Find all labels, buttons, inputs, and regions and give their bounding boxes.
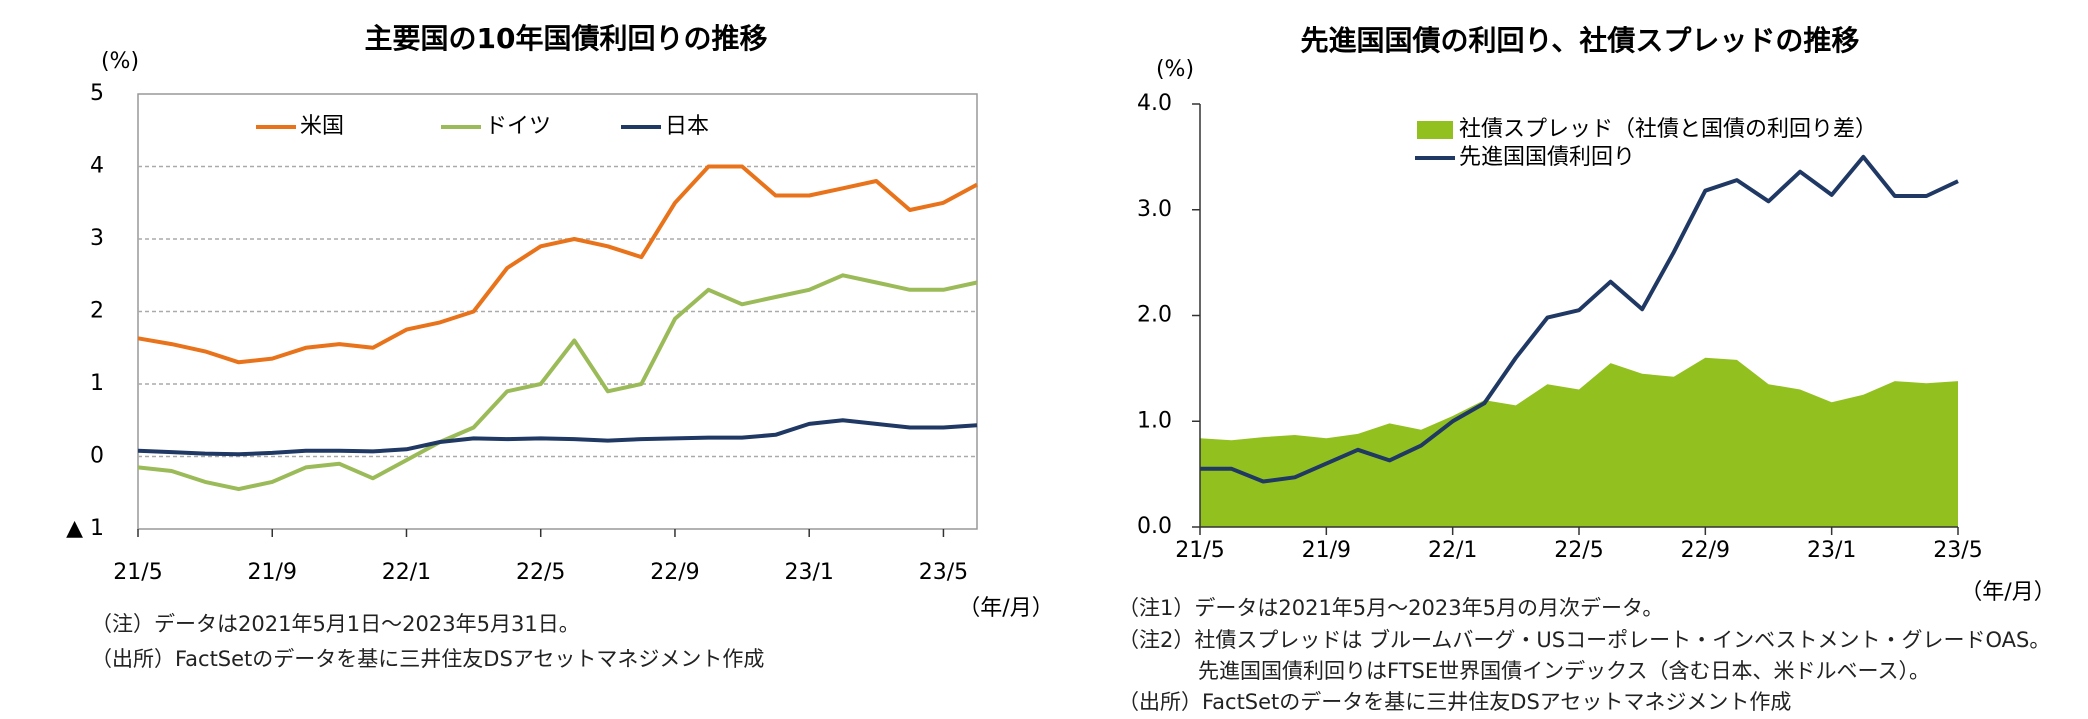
x-tick-label: 22/5: [1554, 538, 1603, 563]
x-tick-label: 23/5: [919, 560, 968, 585]
y-axis-unit: (%): [1156, 57, 1194, 82]
x-tick-label: 23/5: [1933, 538, 1982, 563]
line: [137, 164, 978, 365]
y-axis-unit: (%): [101, 49, 139, 74]
x-axis-unit: （年/月）: [958, 596, 1053, 621]
x-tick-label: 22/5: [516, 560, 565, 585]
y-tick-label: 4: [90, 154, 104, 179]
note: （出所）FactSetのデータを基に三井住友DSアセットマネジメント作成: [91, 647, 764, 671]
note: （注1）データは2021年5月～2023年5月の月次データ。: [1118, 596, 1663, 620]
chart-title: 先進国国債の利回り、社債スプレッドの推移: [1301, 24, 1860, 57]
y-tick-label: 1: [90, 371, 104, 396]
legend-label: 先進国国債利回り: [1459, 145, 1635, 170]
y-tick-label: 2.0: [1137, 303, 1172, 328]
y-tick-label: 2: [90, 299, 104, 324]
x-tick-label: 21/5: [1175, 538, 1224, 563]
y-tick-label: 4.0: [1137, 91, 1172, 116]
line: [137, 273, 978, 492]
y-tick-label: 3: [90, 226, 104, 251]
x-tick-label: 22/1: [382, 560, 431, 585]
x-tick-label: 22/9: [1681, 538, 1730, 563]
y-tick-label: ▲ 1: [66, 516, 104, 541]
y-tick-label: 0.0: [1137, 514, 1172, 539]
x-tick-label: 23/1: [784, 560, 833, 585]
legend-swatch: [1417, 121, 1453, 139]
chart-title: 主要国の10年国債利回りの推移: [365, 22, 768, 55]
x-tick-label: 21/9: [248, 560, 297, 585]
note: （注）データは2021年5月1日～2023年5月31日。: [91, 612, 580, 636]
x-tick-label: 22/9: [650, 560, 699, 585]
plot-border: [137, 93, 978, 530]
x-tick-label: 23/1: [1807, 538, 1856, 563]
line: [1200, 154, 1959, 484]
line: [137, 418, 978, 457]
legend-label: ドイツ: [485, 114, 551, 139]
area: [1200, 357, 1958, 527]
y-tick-label: 1.0: [1137, 408, 1172, 433]
y-tick-label: 5: [90, 81, 104, 106]
note: （注2）社債スプレッドは ブルームバーグ・USコーポレート・インベストメント・グ…: [1118, 628, 2050, 652]
x-tick-label: 21/9: [1302, 538, 1351, 563]
x-axis-unit: （年/月）: [1960, 580, 2055, 605]
x-tick-label: 21/5: [113, 560, 162, 585]
y-tick-label: 3.0: [1137, 197, 1172, 222]
x-tick-label: 22/1: [1428, 538, 1477, 563]
y-tick-label: 0: [90, 444, 104, 469]
legend-label: 社債スプレッド（社債と国債の利回り差）: [1459, 117, 1877, 142]
legend-label: 日本: [665, 114, 709, 139]
note: （出所）FactSetのデータを基に三井住友DSアセットマネジメント作成: [1118, 690, 1791, 714]
note: 先進国国債利回りはFTSE世界国債インデックス（含む日本、米ドルベース）。: [1198, 659, 1930, 683]
legend-label: 米国: [300, 114, 344, 139]
